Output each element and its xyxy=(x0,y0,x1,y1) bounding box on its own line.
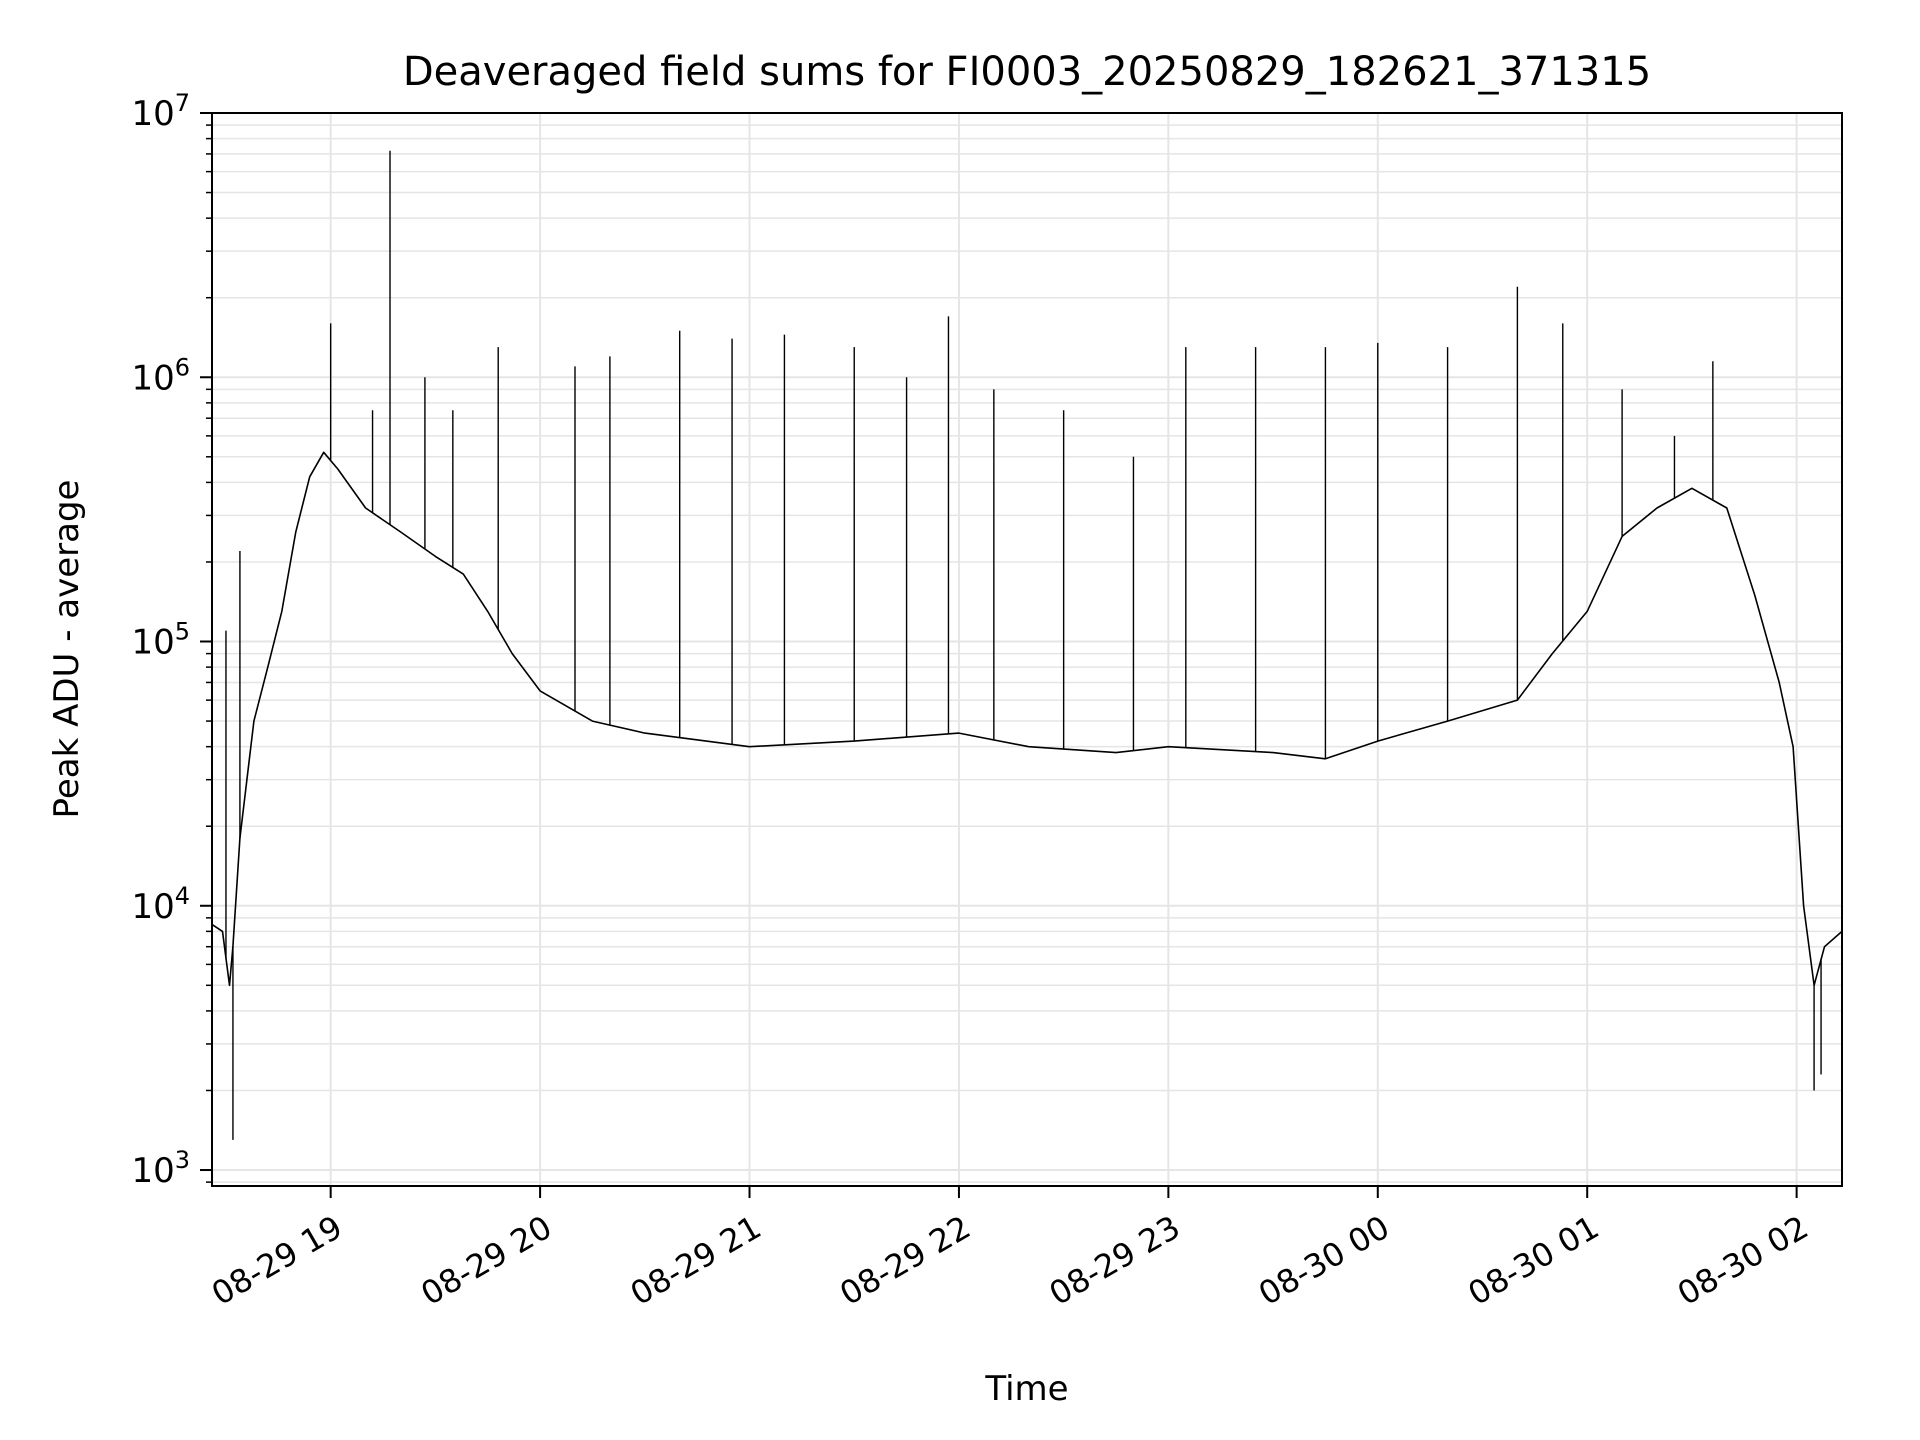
x-axis: 08-29 19 08-29 20 08-29 21 08-29 22 08-29 23… xyxy=(205,1186,1815,1313)
x-tick-label: 08-29 22 xyxy=(833,1208,977,1313)
y-tick-label: 103 xyxy=(131,1146,190,1191)
x-tick-label: 08-29 21 xyxy=(624,1208,768,1313)
series-line xyxy=(211,451,1843,987)
y-tick-label: 105 xyxy=(131,618,190,663)
grid xyxy=(212,113,1842,1186)
y-tick-label: 104 xyxy=(131,882,190,927)
series-layer xyxy=(211,150,1843,1140)
plot-frame xyxy=(211,112,1843,1187)
x-tick-label: 08-29 23 xyxy=(1043,1208,1187,1313)
y-axis: 103 104 105 106 107 xyxy=(131,89,212,1191)
x-axis-label: Time xyxy=(984,1369,1068,1409)
y-tick-label: 107 xyxy=(131,89,190,134)
x-tick-label: 08-30 00 xyxy=(1252,1208,1396,1313)
y-axis-label: Peak ADU - average xyxy=(47,480,87,819)
x-tick-label: 08-30 01 xyxy=(1462,1208,1606,1313)
x-tick-label: 08-29 20 xyxy=(414,1208,558,1313)
x-tick-label: 08-30 02 xyxy=(1671,1208,1815,1313)
y-tick-label: 106 xyxy=(131,353,190,398)
x-tick-label: 08-29 19 xyxy=(205,1208,349,1313)
chart-title: Deaveraged field sums for FI0003_2025082… xyxy=(403,49,1651,95)
